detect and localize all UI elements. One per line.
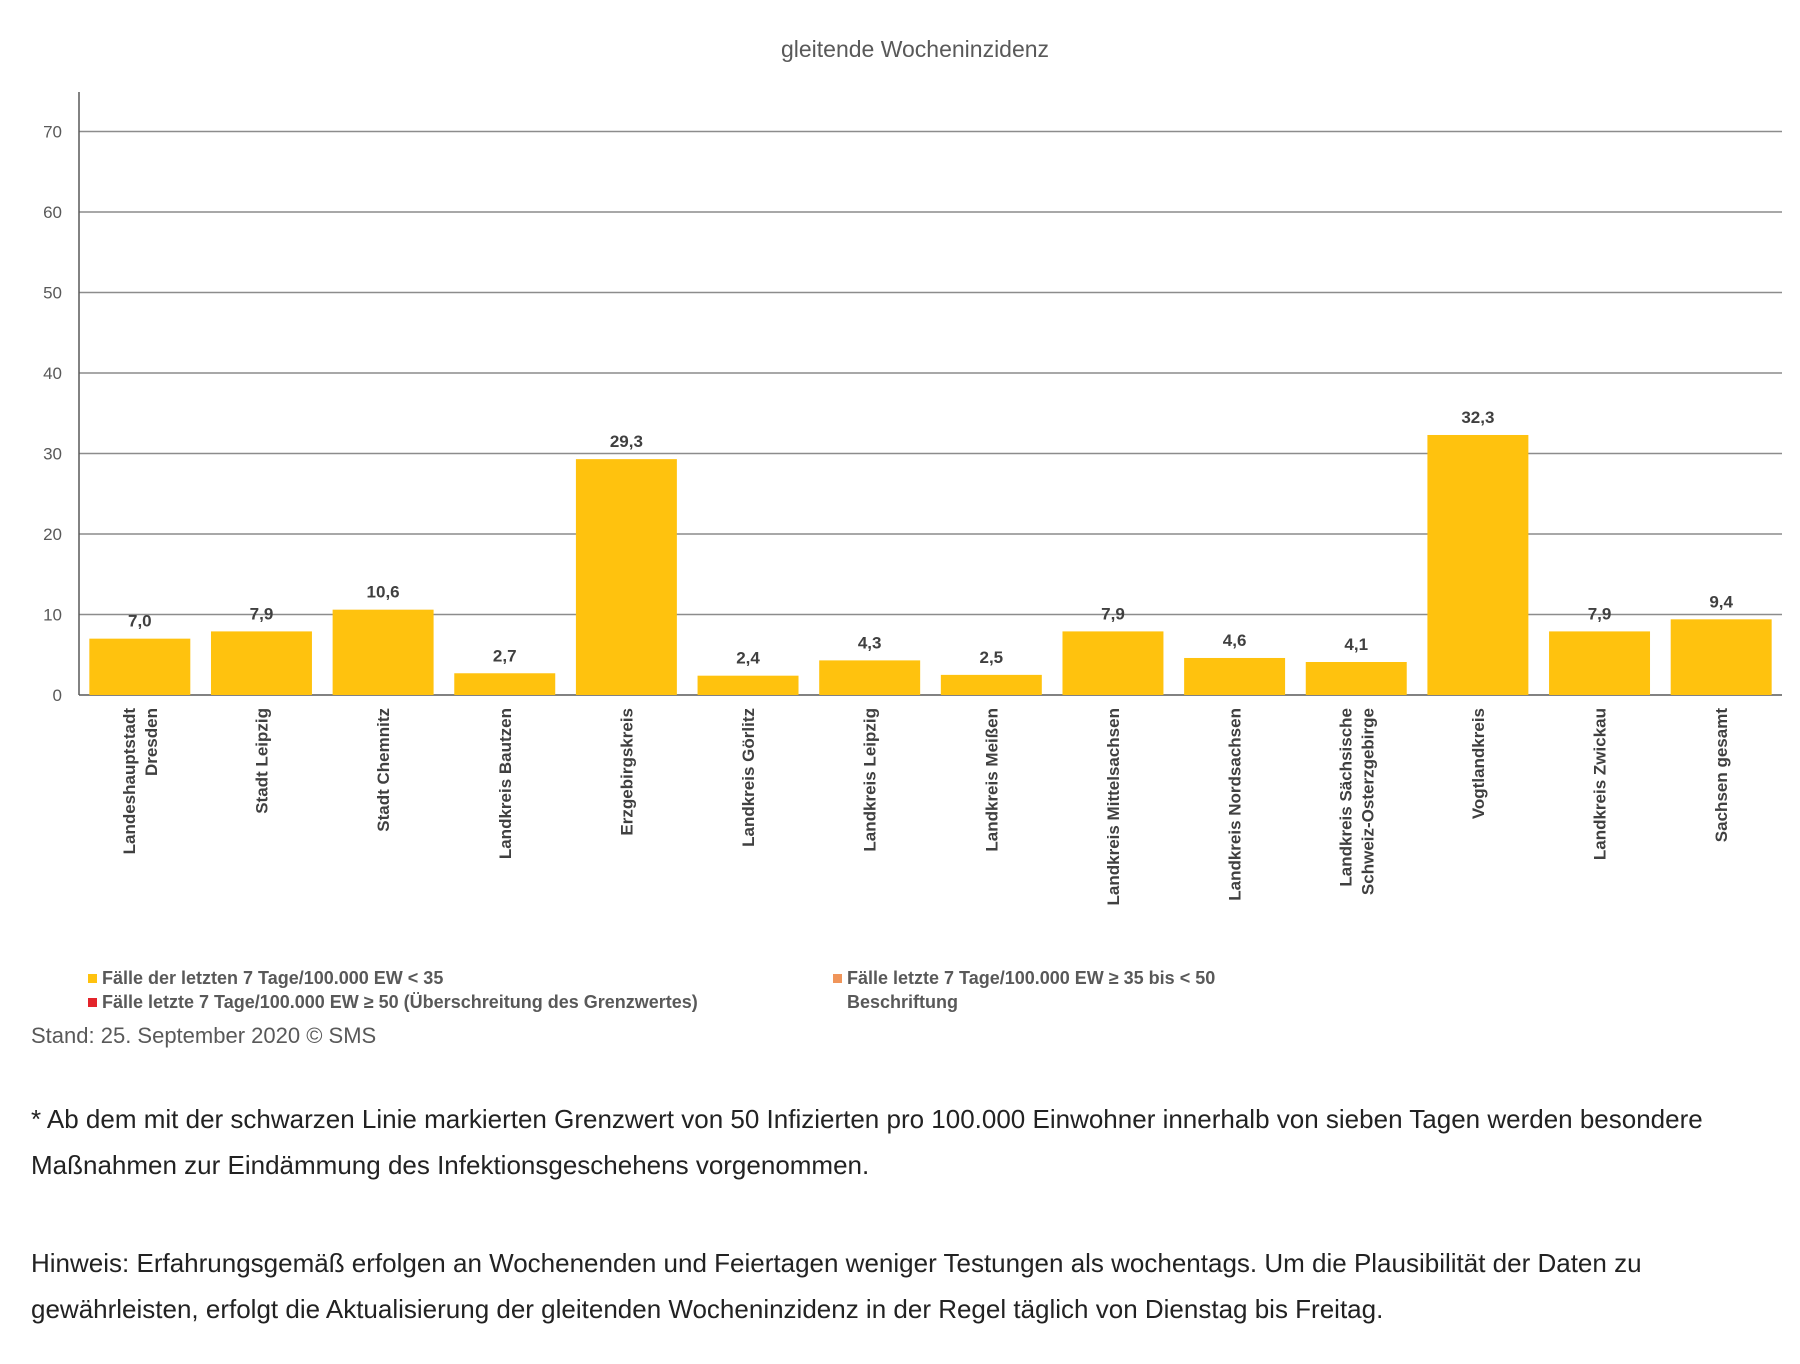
bar: [210, 631, 312, 695]
legend-swatch-red: [88, 998, 97, 1007]
legend-label: Fälle letzte 7 Tage/100.000 EW ≥ 50 (Übe…: [102, 992, 698, 1012]
y-tick-label: 50: [43, 284, 62, 303]
value-label: 2,7: [493, 646, 517, 665]
bar: [1305, 661, 1407, 695]
category-label: Dresden: [142, 708, 161, 776]
category-labels: Landeshauptstadt Dresden Stadt Leipzig Stad…: [120, 708, 1731, 906]
bar: [1670, 619, 1772, 695]
note-threshold: * Ab dem mit der schwarzen Linie markier…: [31, 1104, 1703, 1180]
value-label: 4,6: [1223, 631, 1247, 650]
category-label: Landeshauptstadt: [120, 708, 139, 855]
category-label: Vogtlandkreis: [1469, 708, 1488, 819]
category-label: Landkreis Nordsachsen: [1226, 708, 1245, 901]
category-label: Landkreis Meißen: [982, 708, 1001, 852]
bar: [819, 660, 921, 695]
bar: [697, 675, 799, 695]
category-label: Schweiz-Osterzgebirge: [1358, 708, 1377, 895]
category-label: Sachsen gesamt: [1712, 708, 1731, 843]
value-label: 7,9: [1101, 604, 1125, 623]
legend-right: Fälle letzte 7 Tage/100.000 EW ≥ 35 bis …: [833, 966, 1215, 1014]
category-label: Stadt Leipzig: [252, 708, 271, 814]
legend-left: Fälle der letzten 7 Tage/100.000 EW < 35…: [88, 966, 698, 1014]
y-tick-label: 60: [43, 203, 62, 222]
y-tick-label: 70: [43, 123, 62, 142]
legend-swatch-orange: [833, 974, 842, 983]
value-label: 7,9: [250, 604, 274, 623]
value-label: 4,1: [1344, 635, 1368, 654]
category-label: Landkreis Zwickau: [1591, 708, 1610, 860]
y-tick-label: 0: [53, 686, 62, 705]
bar: [575, 459, 677, 695]
value-label: 7,0: [128, 612, 152, 631]
category-label: Landkreis Bautzen: [496, 708, 515, 859]
category-label: Stadt Chemnitz: [374, 708, 393, 832]
value-label: 29,3: [610, 432, 643, 451]
legend-label: Fälle der letzten 7 Tage/100.000 EW < 35: [102, 968, 444, 988]
value-labels: 7,0 7,9 10,6 2,7 29,3 2,4 4,3 2,5 7,9 4,6 4,1 32,3 7…: [128, 408, 1734, 668]
category-label: Erzgebirgskreis: [617, 708, 636, 836]
category-label: Landkreis Görlitz: [739, 708, 758, 847]
bar: [1062, 631, 1164, 695]
bar: [1184, 657, 1286, 695]
bar: [1427, 434, 1529, 695]
legend-item-above-50: Fälle letzte 7 Tage/100.000 EW ≥ 50 (Übe…: [88, 990, 698, 1014]
value-label: 2,5: [980, 648, 1004, 667]
legend-label: Beschriftung: [847, 992, 959, 1012]
legend-item-labels: Beschriftung: [833, 990, 1215, 1014]
bar: [454, 673, 556, 695]
value-label: 2,4: [736, 649, 760, 668]
legend-swatch-none: [833, 998, 842, 1007]
category-label: Landkreis Sächsische: [1336, 708, 1355, 887]
chart-title: gleitende Wocheninzidenz: [780, 36, 1050, 62]
bar: [332, 609, 434, 695]
value-label: 32,3: [1461, 408, 1494, 427]
legend-swatch-yellow: [88, 974, 97, 983]
legend-item-35-to-50: Fälle letzte 7 Tage/100.000 EW ≥ 35 bis …: [833, 966, 1215, 990]
legend-item-below-35: Fälle der letzten 7 Tage/100.000 EW < 35: [88, 966, 698, 990]
value-label: 9,4: [1709, 592, 1733, 611]
legend-label: Fälle letzte 7 Tage/100.000 EW ≥ 35 bis …: [847, 968, 1216, 988]
bars: [89, 434, 1772, 695]
value-label: 10,6: [367, 583, 400, 602]
y-tick-label: 20: [43, 525, 62, 544]
value-label: 4,3: [858, 633, 882, 652]
bar-chart: 0 10 20 30 40 50 60 70 7,0 7,9 10,6 2,7 29,3 2,4 4,3 2…: [43, 92, 1782, 906]
category-label: Landkreis Mittelsachsen: [1104, 708, 1123, 905]
value-label: 7,9: [1588, 604, 1612, 623]
y-tick-label: 10: [43, 606, 62, 625]
y-tick-label: 30: [43, 445, 62, 464]
y-tick-label: 40: [43, 364, 62, 383]
bar: [1549, 631, 1651, 695]
note-hint: Hinweis: Erfahrungsgemäß erfolgen an Woc…: [31, 1248, 1642, 1324]
stand-date: Stand: 25. September 2020 © SMS: [31, 1023, 377, 1048]
bar: [940, 674, 1042, 695]
category-label: Landkreis Leipzig: [861, 708, 880, 852]
bar: [89, 638, 191, 695]
